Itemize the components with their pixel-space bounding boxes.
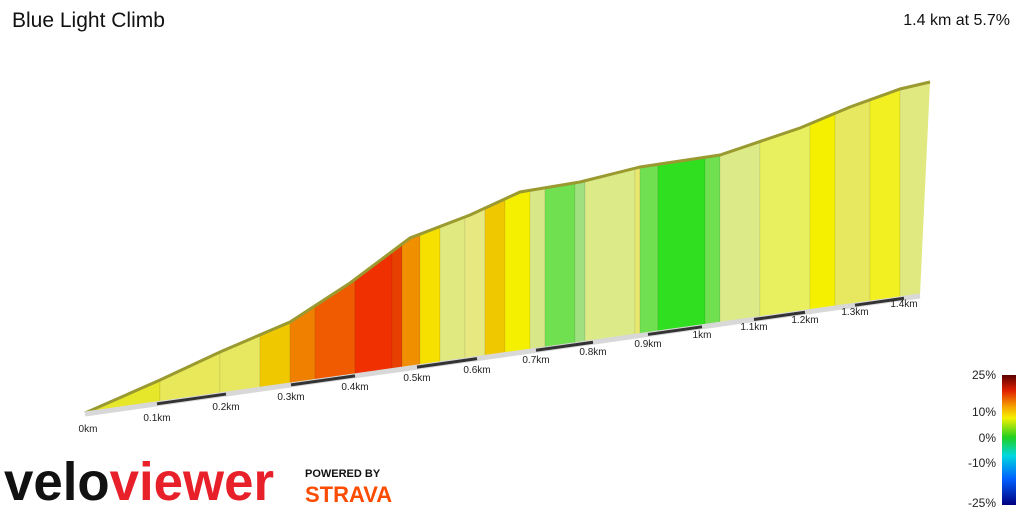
strip: [634, 82, 641, 413]
km-segment: [416, 357, 478, 369]
km-segment: [290, 374, 356, 387]
km-label: 0.4km: [341, 382, 368, 393]
km-label: 0.1km: [143, 413, 170, 424]
legend-label: -10%: [968, 456, 996, 470]
powered-by: POWERED BY: [305, 468, 381, 480]
strip: [719, 82, 761, 413]
km-label: 1.3km: [841, 307, 868, 318]
strip: [219, 82, 261, 413]
km-label: 1.4km: [890, 299, 917, 310]
strip: [259, 82, 291, 413]
km-label: 1km: [693, 330, 712, 341]
strip: [439, 82, 466, 413]
strip: [899, 82, 930, 413]
strip: [809, 82, 836, 413]
km-segments: [156, 296, 905, 406]
strip: [657, 82, 706, 413]
gradient-strips: [85, 82, 930, 413]
km-label: 0.7km: [522, 355, 549, 366]
strip: [574, 82, 586, 413]
strip: [584, 82, 636, 413]
legend-label: 10%: [972, 405, 996, 419]
strip: [544, 82, 576, 413]
km-label: 0.5km: [403, 373, 430, 384]
logo-viewer: viewer: [110, 452, 274, 512]
km-label: 1.1km: [740, 322, 767, 333]
strip: [289, 82, 316, 413]
strip: [464, 82, 486, 413]
km-label: 0.6km: [463, 365, 490, 376]
legend-bar: [1002, 375, 1016, 505]
km-label: 0.2km: [212, 402, 239, 413]
km-segment: [156, 392, 227, 406]
strip: [85, 82, 161, 413]
strip: [504, 82, 531, 413]
strip: [484, 82, 506, 413]
km-label: 1.2km: [791, 315, 818, 326]
km-label: 0.9km: [634, 339, 661, 350]
km-segment: [647, 325, 703, 336]
strip: [529, 82, 546, 413]
km-segment: [854, 296, 905, 307]
strip: [869, 82, 901, 413]
strava: STRAVA: [305, 482, 392, 507]
title: Blue Light Climb: [12, 9, 165, 32]
km-segment: [535, 340, 594, 352]
legend-label: 25%: [972, 368, 996, 382]
profile-edge: [84, 80, 931, 415]
legend-label: 0%: [979, 431, 997, 445]
km-label: 0.3km: [277, 392, 304, 403]
strip: [834, 82, 871, 413]
strip: [639, 82, 659, 413]
strip: [704, 82, 721, 413]
strip: [759, 82, 811, 413]
km-label: 0km: [79, 424, 98, 435]
summary: 1.4 km at 5.7%: [903, 12, 1010, 29]
logo-velo: velo: [4, 452, 110, 512]
logo: veloviewer: [4, 452, 274, 512]
km-label: 0.8km: [579, 347, 606, 358]
legend-label: -25%: [968, 496, 996, 510]
km-segment: [753, 310, 806, 321]
